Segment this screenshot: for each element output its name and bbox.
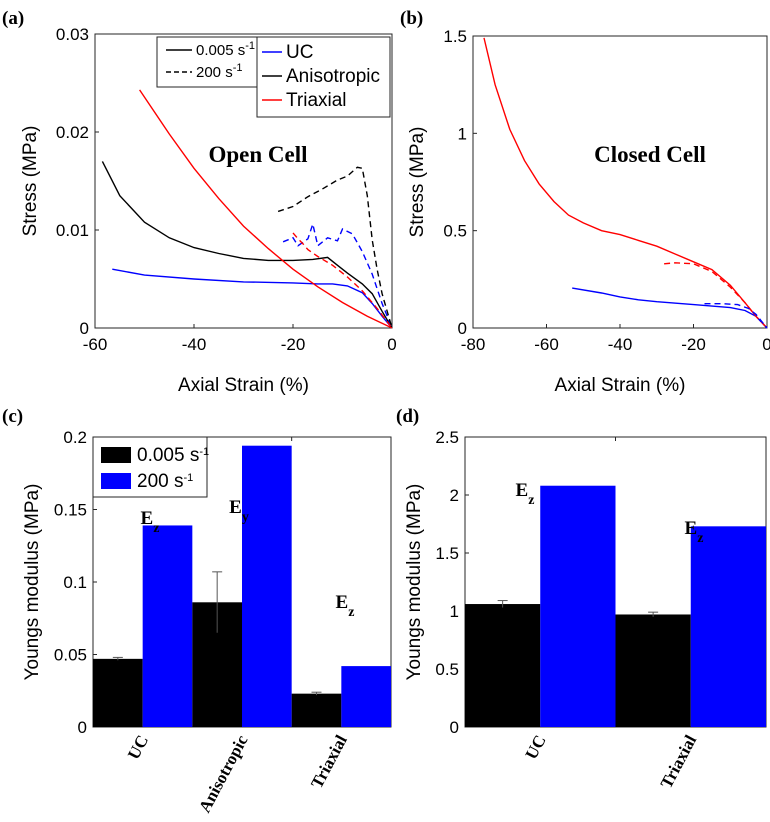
- x-tick-label: -60: [83, 335, 108, 354]
- legend-box: [256, 36, 391, 118]
- x-axis-title: Axial Strain (%): [178, 375, 309, 396]
- series-line-triaxial-dashed: [664, 262, 768, 329]
- legend-swatch: [101, 447, 131, 463]
- modulus-annotation: Ez: [685, 518, 704, 546]
- panel-annotation: Closed Cell: [594, 142, 706, 167]
- legend-box: [156, 36, 258, 88]
- series-line-triaxial-solid: [483, 37, 768, 329]
- y-tick-label: 0.03: [56, 25, 89, 44]
- bar-uc-low-rate: [93, 658, 143, 727]
- x-tick-label: -20: [681, 335, 706, 354]
- legend-entry-label: UC: [286, 42, 313, 63]
- series-line-uc-dashed: [704, 303, 768, 329]
- y-axis-title: Stress (MPa): [407, 127, 428, 238]
- y-tick-label: 0.02: [56, 123, 89, 142]
- bar-triaxial-high-rate: [690, 526, 766, 727]
- modulus-annotation: Ez: [516, 480, 535, 508]
- y-tick-label: 1.5: [443, 27, 467, 46]
- chart-panel-d: 0 0.5 1 1.5 2 2.5 Youngs modulus (MPa) UC Triaxi…: [396, 406, 767, 792]
- legend-entry-label: 200 s-1: [137, 471, 193, 492]
- category-label: UC: [124, 732, 152, 763]
- series-line-uc-dashed: [282, 221, 393, 329]
- category-label: UC: [521, 732, 549, 763]
- legend-material: UC Anisotropic Triaxial: [256, 36, 391, 118]
- y-tick-label: 2: [450, 486, 459, 505]
- chart-panel-c: 0 0.05 0.1 0.15 0.2 Youngs modulus (MPa) UC Ani…: [2, 406, 392, 816]
- series-line-uc-solid: [572, 287, 768, 329]
- y-tick-label: 0.15: [54, 501, 87, 520]
- legend-entry-label: 0.005 s-1: [196, 40, 255, 59]
- bar-triaxial-low-rate: [615, 614, 691, 727]
- y-tick-label: 1: [458, 124, 467, 143]
- panel-label: (a): [2, 8, 24, 29]
- y-tick-label: 0.1: [63, 573, 87, 592]
- y-tick-label: 0.05: [54, 646, 87, 665]
- panel-label: (c): [2, 406, 23, 427]
- x-tick-label: -60: [534, 335, 559, 354]
- legend-rate: 0.005 s-1 200 s-1: [156, 36, 258, 88]
- x-axis-title: Axial Strain (%): [555, 375, 686, 396]
- y-tick-label: 0.5: [443, 222, 467, 241]
- y-tick-label: 1.5: [435, 544, 459, 563]
- series-line-anisotropic-dashed: [277, 166, 393, 329]
- y-tick-label: 0.2: [63, 428, 87, 447]
- x-tick-label: -40: [608, 335, 633, 354]
- legend: 0.005 s-1 200 s-1: [92, 436, 209, 498]
- y-tick-label: 0: [80, 319, 89, 338]
- bar-triaxial-low-rate: [291, 693, 342, 727]
- y-tick-label: 0: [78, 718, 87, 737]
- series-line-anisotropic-solid: [101, 161, 393, 329]
- x-tick-label: 0: [762, 335, 770, 354]
- legend-entry-label: Triaxial: [286, 90, 347, 111]
- modulus-annotation: Ey: [229, 497, 249, 525]
- panel-label: (b): [400, 8, 423, 29]
- x-tick-label: -40: [182, 335, 207, 354]
- y-tick-label: 2.5: [435, 428, 459, 447]
- series-line-uc-solid: [112, 268, 393, 329]
- bar-anisotropic-high-rate: [242, 445, 292, 727]
- y-tick-label: 0.5: [435, 660, 459, 679]
- bar-uc-low-rate: [465, 604, 541, 727]
- x-tick-label: 0: [387, 335, 396, 354]
- y-tick-label: 0: [458, 319, 467, 338]
- panel-label: (d): [396, 406, 419, 427]
- y-axis-title: Youngs modulus (MPa): [22, 484, 43, 681]
- chart-panel-a: -60 -40 -20 0 0 0.01 0.02 0.03 Axial Strain (%) S…: [2, 8, 397, 396]
- bar-uc-high-rate: [142, 525, 193, 727]
- y-axis-title: Stress (MPa): [20, 126, 41, 237]
- y-axis-title: Youngs modulus (MPa): [404, 484, 425, 681]
- category-label: Triaxial: [657, 732, 701, 792]
- x-tick-label: -80: [461, 335, 486, 354]
- series-line-triaxial-dashed: [292, 232, 393, 329]
- y-tick-label: 0: [450, 718, 459, 737]
- category-label: Anisotropic: [195, 732, 252, 816]
- chart-panel-b: -80 -60 -40 -20 0 0 0.5 1 1.5 Axial Strain (%) Str…: [400, 8, 770, 396]
- plot-frame-b: [472, 35, 768, 329]
- category-label: Triaxial: [307, 732, 351, 792]
- series-line-triaxial-solid: [139, 89, 393, 329]
- legend-swatch: [101, 473, 131, 489]
- legend-entry-label: 200 s-1: [196, 62, 242, 81]
- panel-annotation: Open Cell: [208, 142, 307, 167]
- y-tick-label: 0.01: [56, 221, 89, 240]
- legend-entry-label: Anisotropic: [286, 66, 380, 87]
- y-tick-label: 1: [450, 602, 459, 621]
- legend-entry-label: 0.005 s-1: [137, 445, 209, 466]
- bar-uc-high-rate: [540, 485, 616, 727]
- bar-triaxial-high-rate: [341, 666, 391, 727]
- modulus-annotation: Ez: [336, 592, 355, 620]
- modulus-annotation: Ez: [141, 508, 160, 536]
- x-tick-label: -20: [281, 335, 306, 354]
